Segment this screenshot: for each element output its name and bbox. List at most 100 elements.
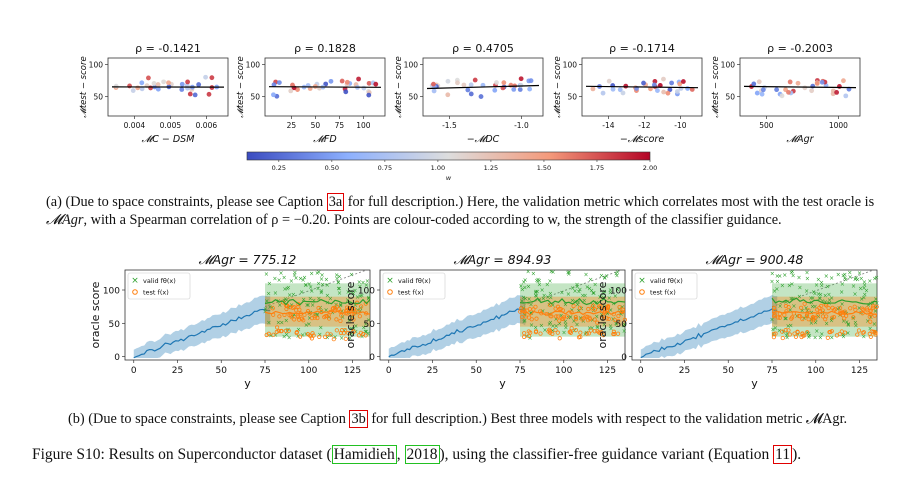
valid-marker: × [789, 281, 794, 288]
valid-marker: × [806, 334, 811, 341]
valid-marker: × [307, 321, 312, 328]
valid-marker: × [282, 334, 287, 341]
valid-marker: × [568, 314, 573, 321]
valid-marker: × [595, 325, 600, 332]
test-marker [595, 329, 600, 334]
legend-valid-label: valid fθ(x) [650, 277, 683, 285]
valid-marker: × [302, 275, 307, 282]
valid-marker: × [550, 302, 555, 309]
test-marker [331, 337, 336, 342]
valid-marker: × [547, 301, 552, 308]
valid-marker: × [365, 330, 370, 337]
valid-marker: × [529, 322, 534, 329]
valid-marker: × [346, 289, 351, 296]
equation-ref-link[interactable]: 11 [773, 445, 793, 464]
test-marker [311, 333, 316, 338]
scatter-point [127, 83, 132, 89]
valid-marker: × [542, 327, 547, 334]
valid-marker: × [307, 315, 312, 322]
citation-author-link[interactable]: Hamidieh [331, 445, 397, 464]
test-marker [591, 303, 596, 308]
test-marker [328, 332, 333, 337]
test-marker [528, 330, 533, 335]
test-marker [315, 315, 320, 321]
oracle-xlabel: y [751, 377, 758, 390]
valid-marker: × [778, 303, 783, 310]
test-marker [526, 333, 531, 339]
caption-b-ref-link[interactable]: 3b [349, 410, 368, 428]
regression-line [426, 84, 540, 90]
test-marker [573, 317, 579, 322]
test-marker [548, 314, 553, 319]
valid-marker: × [337, 273, 342, 280]
valid-marker: × [777, 273, 782, 280]
valid-marker: × [804, 288, 809, 295]
valid-marker: × [268, 332, 273, 339]
valid-marker: × [264, 271, 269, 278]
x-tick-label: 50 [216, 366, 228, 376]
test-marker [782, 312, 787, 318]
test-marker [557, 318, 562, 323]
test-marker [586, 306, 591, 312]
valid-marker: × [618, 311, 623, 318]
valid-marker: × [521, 279, 526, 286]
colorbar-tick-label: 1.75 [590, 164, 604, 172]
valid-marker: × [304, 322, 309, 329]
test-marker [826, 305, 831, 311]
caption-a-ref-link[interactable]: 3a [326, 193, 345, 211]
valid-marker: × [325, 334, 330, 341]
test-marker [290, 305, 295, 310]
scatter-point [271, 82, 277, 88]
valid-marker: × [279, 320, 284, 327]
valid-marker: × [337, 286, 342, 293]
legend-test-marker [387, 289, 393, 295]
valid-marker: × [598, 294, 603, 301]
test-marker [533, 329, 539, 335]
valid-marker: × [817, 296, 822, 303]
valid-marker: × [311, 297, 316, 304]
citation-year-link[interactable]: 2018 [404, 445, 440, 464]
valid-marker: × [353, 288, 358, 295]
train-confidence-band [388, 295, 526, 358]
x-tick-label: 0 [638, 366, 644, 376]
valid-marker: × [784, 299, 789, 306]
y-tick-label: 0 [114, 353, 120, 363]
scatter-point [774, 87, 780, 93]
test-marker [795, 329, 800, 334]
test-marker [286, 328, 291, 333]
valid-marker: × [307, 281, 312, 288]
valid-marker: × [851, 283, 856, 290]
valid-marker: × [360, 333, 365, 340]
valid-marker: × [316, 286, 321, 293]
scatter-point [518, 82, 524, 88]
scatter-point [809, 88, 815, 94]
valid-marker: × [316, 296, 321, 303]
test-marker [309, 316, 315, 321]
valid-marker: × [349, 325, 354, 332]
valid-marker: × [304, 282, 309, 289]
oracle-ylabel: oracle score [344, 281, 357, 348]
test-marker [852, 304, 857, 309]
valid-marker: × [791, 303, 796, 310]
test-marker [588, 328, 593, 333]
test-mean-line [771, 310, 878, 315]
valid-marker: × [857, 305, 862, 312]
test-marker [792, 331, 797, 336]
valid-marker: × [357, 284, 362, 291]
test-marker [586, 331, 592, 336]
scatter-point [209, 75, 215, 81]
scatter-point [203, 74, 208, 80]
valid-marker: × [593, 281, 598, 288]
valid-marker: × [807, 333, 812, 340]
valid-marker: × [266, 320, 271, 327]
scatter-point [606, 78, 612, 84]
legend-test-marker [132, 289, 138, 295]
scatter-title: ρ = -0.1421 [135, 42, 201, 55]
valid-marker: × [591, 290, 596, 297]
legend-frame [382, 272, 446, 300]
valid-marker: × [339, 335, 344, 342]
scatter-point [185, 79, 191, 85]
scatter-xlabel: −𝓜score [620, 134, 664, 145]
scatter-point [610, 86, 616, 92]
valid-marker: × [284, 331, 289, 338]
